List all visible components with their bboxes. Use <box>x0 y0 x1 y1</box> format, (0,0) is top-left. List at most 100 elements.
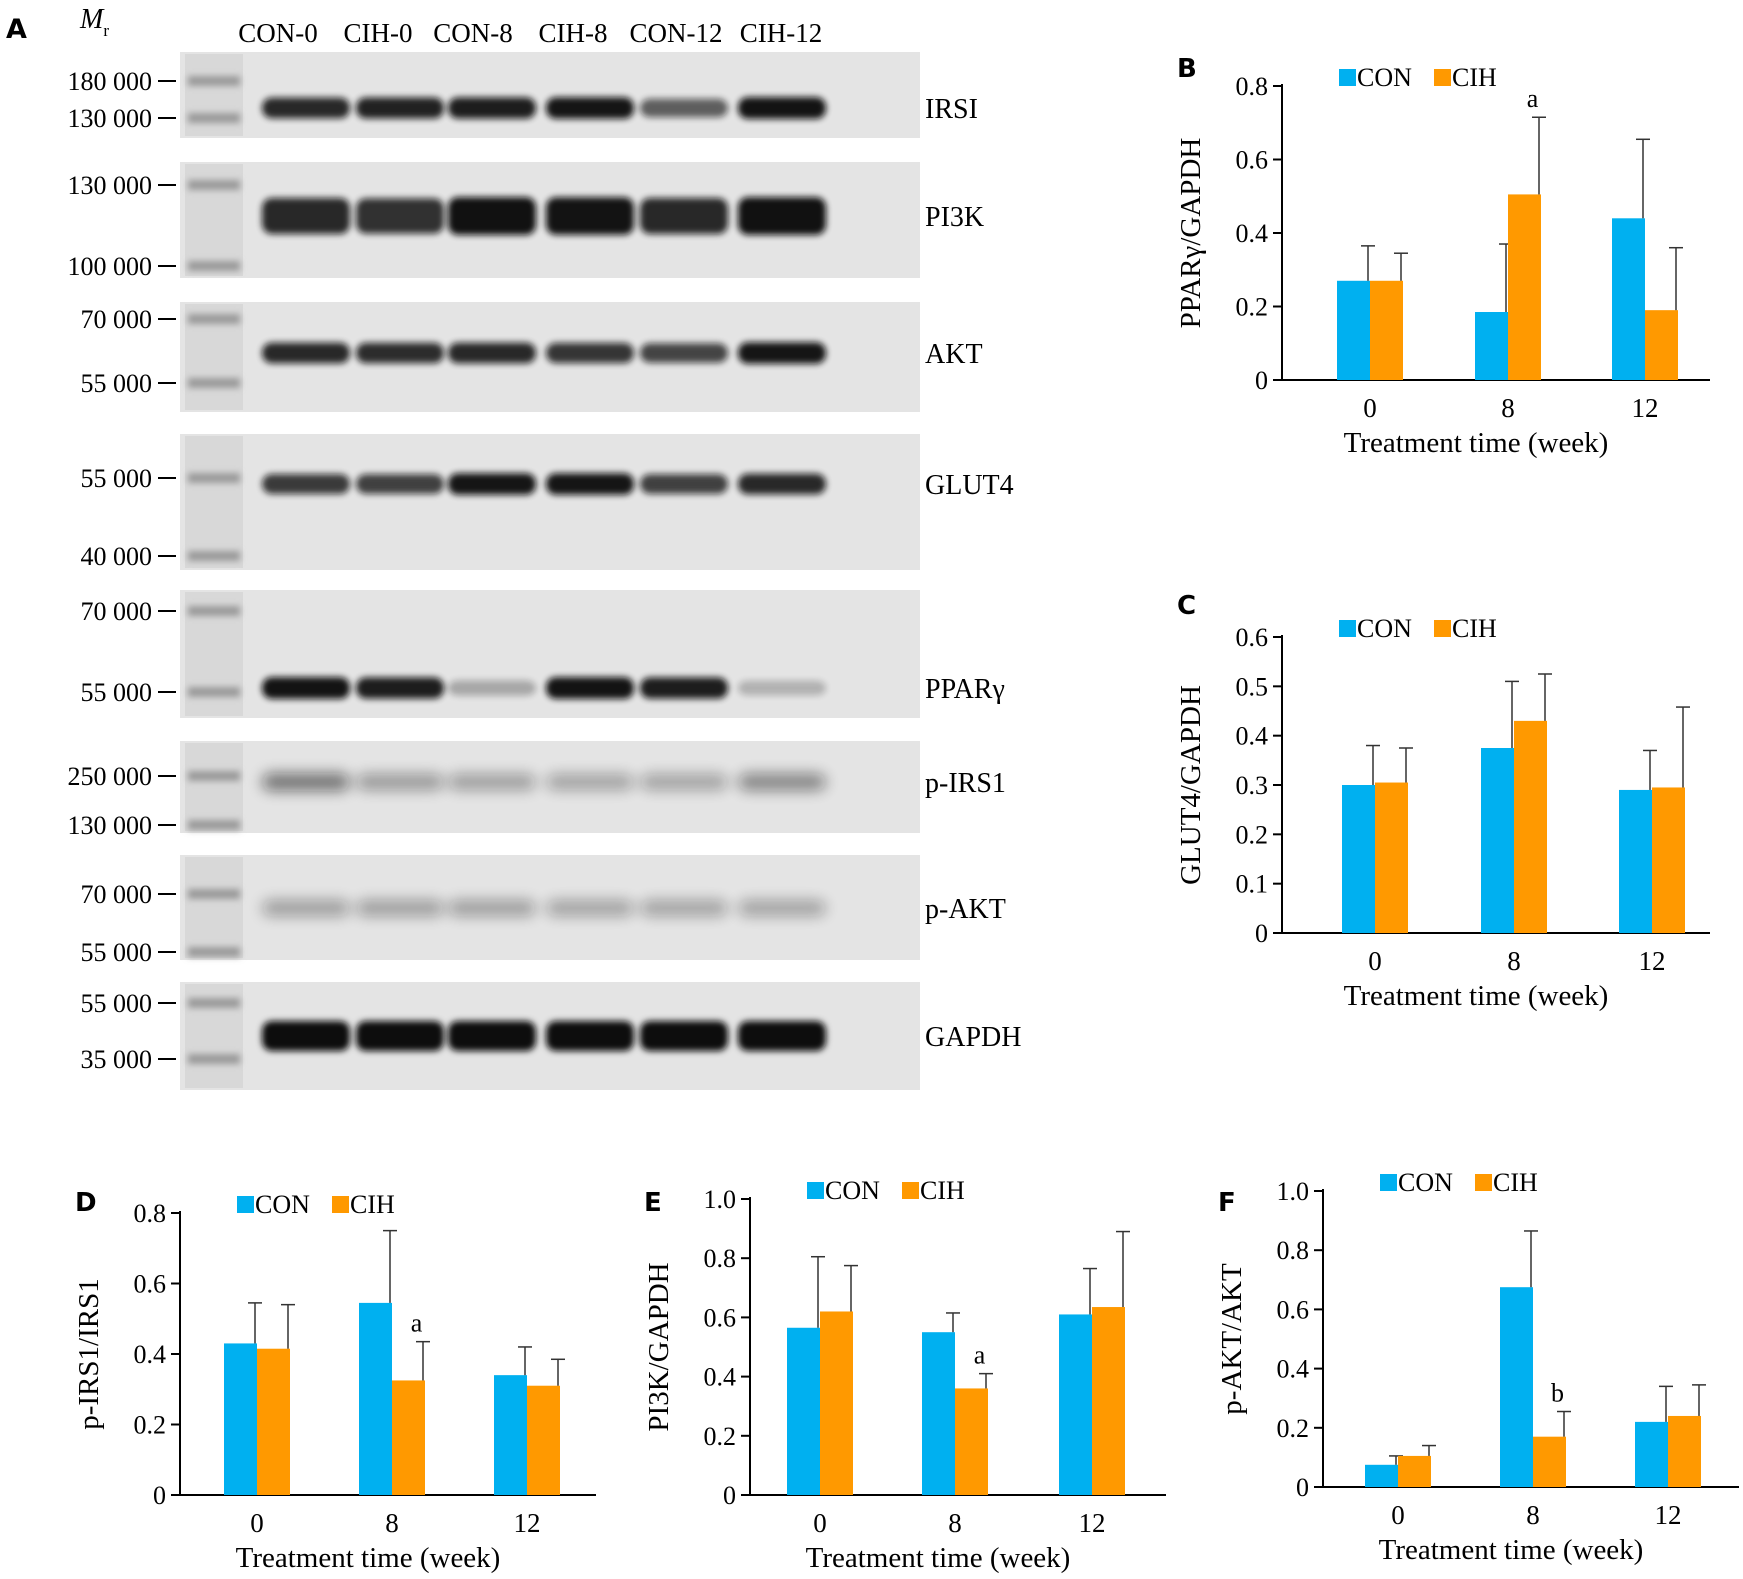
x-tick-label: 8 <box>1526 1500 1540 1530</box>
y-axis-label: PPARγ/GAPDH <box>1175 138 1207 329</box>
x-axis-label: Treatment time (week) <box>1344 427 1609 459</box>
y-tick-label: 0.4 <box>134 1340 167 1369</box>
ladder-band <box>188 889 240 899</box>
protein-band <box>546 473 634 495</box>
panel-label: D <box>75 1188 97 1218</box>
x-axis-label: Treatment time (week) <box>236 1542 501 1574</box>
bar-cih <box>1533 1436 1566 1487</box>
protein-band <box>356 774 444 790</box>
lane-label: CIH-12 <box>740 18 823 48</box>
bar-cih <box>527 1385 560 1495</box>
protein-band <box>738 1021 826 1051</box>
bar-con <box>787 1327 820 1495</box>
ladder-band <box>188 378 240 388</box>
protein-band <box>356 474 444 494</box>
protein-band <box>448 97 536 119</box>
bar-cih <box>257 1348 290 1495</box>
y-tick-label: 0.5 <box>1236 672 1269 701</box>
protein-band <box>640 677 728 699</box>
protein-band <box>546 900 634 916</box>
chart-panel-e: E 0 0.2 0.4 0.6 0.8 1.0 0 8 12 a Treatment time (we… <box>643 1176 1166 1574</box>
legend-label: CON <box>1398 1168 1453 1197</box>
protein-band <box>738 342 826 364</box>
protein-band <box>448 680 536 696</box>
lane-label: CON-0 <box>238 18 318 48</box>
y-tick-label: 0.3 <box>1236 771 1269 800</box>
panel-label: C <box>1177 591 1196 621</box>
western-blot-panel: A Mr CON-0 CIH-0 CON-8 CIH-8 CON-12 CIH-12 180… <box>6 4 1021 1090</box>
protein-band <box>738 97 826 119</box>
mw-marker-label: 35 000 <box>81 1045 153 1074</box>
significance-marker: a <box>1527 84 1539 113</box>
bar-cih <box>1652 787 1685 933</box>
protein-label: p-AKT <box>925 894 1006 925</box>
lane-label: CON-12 <box>630 18 723 48</box>
mw-marker-label: 180 000 <box>68 67 153 96</box>
legend-swatch-con <box>237 1196 254 1213</box>
protein-band <box>546 1021 634 1051</box>
protein-label: PPARγ <box>925 674 1005 705</box>
legend-label: CIH <box>1452 614 1497 643</box>
bar-cih <box>1370 280 1403 380</box>
bar-cih <box>1092 1307 1125 1495</box>
bar-cih <box>1668 1415 1701 1487</box>
mw-marker-label: 130 000 <box>68 104 153 133</box>
legend-swatch-cih <box>902 1182 919 1199</box>
mw-marker-label: 55 000 <box>81 989 153 1018</box>
protein-label: p-IRS1 <box>925 768 1006 799</box>
ladder-band <box>188 551 240 561</box>
protein-band <box>738 773 826 791</box>
x-axis-label: Treatment time (week) <box>1344 980 1609 1012</box>
protein-band <box>356 677 444 699</box>
ladder-band <box>188 76 240 86</box>
protein-band <box>448 1021 536 1051</box>
protein-band <box>640 774 728 790</box>
y-tick-label: 0.8 <box>1277 1236 1310 1265</box>
bar-con <box>1337 280 1370 380</box>
protein-band <box>738 197 826 235</box>
ladder-band <box>188 771 240 781</box>
mw-marker-label: 70 000 <box>81 597 153 626</box>
protein-band <box>738 900 826 916</box>
mw-marker-label: 55 000 <box>81 369 153 398</box>
mw-marker-label: 130 000 <box>68 811 153 840</box>
bar-cih <box>1645 310 1678 380</box>
protein-band <box>546 774 634 790</box>
mw-marker-label: 40 000 <box>81 542 153 571</box>
legend-label: CON <box>1357 63 1412 92</box>
lane-label: CON-8 <box>433 18 513 48</box>
y-tick-label: 0 <box>153 1481 166 1510</box>
ladder-band <box>188 820 240 830</box>
protein-band <box>738 473 826 495</box>
ladder-band <box>188 947 240 957</box>
panel-label: F <box>1218 1188 1236 1218</box>
legend-swatch-cih <box>1434 620 1451 637</box>
x-tick-label: 8 <box>385 1508 399 1538</box>
protein-band <box>262 474 350 494</box>
ladder-band <box>188 261 240 271</box>
protein-label: IRSI <box>925 94 978 125</box>
significance-marker: b <box>1551 1379 1564 1408</box>
mw-marker-label: 55 000 <box>81 678 153 707</box>
protein-band <box>448 900 536 916</box>
blot-strip <box>180 52 920 138</box>
y-tick-label: 0.2 <box>1236 293 1269 322</box>
legend-label: CIH <box>1452 63 1497 92</box>
y-tick-label: 0.2 <box>704 1422 737 1451</box>
bar-con <box>1635 1421 1668 1487</box>
protein-band <box>640 900 728 916</box>
protein-band <box>448 774 536 790</box>
ladder-band <box>188 606 240 616</box>
protein-band <box>546 677 634 699</box>
protein-band <box>640 1021 728 1051</box>
panel-label: B <box>1177 54 1197 84</box>
protein-band <box>640 198 728 234</box>
legend-swatch-con <box>1339 69 1356 86</box>
panel-label: E <box>644 1188 662 1218</box>
protein-band <box>738 680 826 696</box>
y-tick-label: 0.2 <box>1277 1414 1310 1443</box>
protein-label: AKT <box>925 339 983 370</box>
bar-cih <box>820 1311 853 1495</box>
x-tick-label: 0 <box>1368 946 1382 976</box>
